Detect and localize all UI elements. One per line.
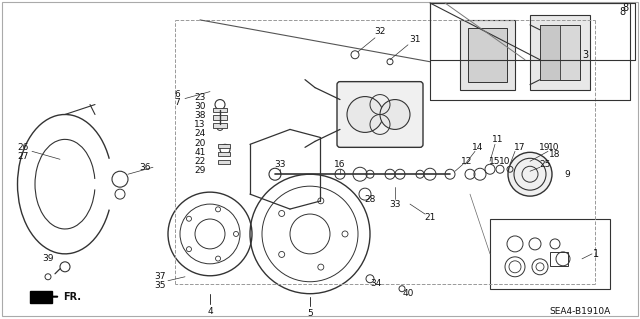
Text: 18: 18 bbox=[549, 150, 561, 159]
Bar bbox=[550, 252, 568, 266]
Text: 25: 25 bbox=[540, 160, 550, 169]
Bar bbox=[218, 152, 230, 156]
Text: 22: 22 bbox=[195, 157, 205, 166]
Text: 8: 8 bbox=[619, 7, 625, 17]
Text: 33: 33 bbox=[389, 200, 401, 209]
Text: 3: 3 bbox=[582, 50, 588, 60]
Text: 40: 40 bbox=[403, 289, 413, 298]
Text: 12: 12 bbox=[461, 157, 473, 166]
Text: 1: 1 bbox=[593, 249, 599, 259]
Text: 32: 32 bbox=[374, 27, 386, 36]
Text: 41: 41 bbox=[195, 148, 205, 157]
Bar bbox=[540, 25, 580, 80]
Text: 35: 35 bbox=[154, 281, 166, 290]
Text: 23: 23 bbox=[195, 93, 205, 102]
Bar bbox=[213, 115, 227, 121]
Text: 29: 29 bbox=[195, 166, 205, 175]
Text: 9: 9 bbox=[564, 170, 570, 179]
Text: 8: 8 bbox=[622, 3, 628, 13]
Bar bbox=[213, 108, 227, 113]
Bar bbox=[540, 25, 560, 80]
Text: 6: 6 bbox=[174, 90, 180, 99]
Text: 37: 37 bbox=[154, 272, 166, 281]
Text: 26: 26 bbox=[17, 143, 29, 152]
Text: 30: 30 bbox=[195, 102, 205, 111]
Text: 11: 11 bbox=[492, 135, 504, 144]
Text: 33: 33 bbox=[275, 160, 285, 169]
Text: 14: 14 bbox=[472, 143, 484, 152]
Text: 10: 10 bbox=[548, 143, 560, 152]
Bar bbox=[490, 219, 610, 289]
Text: 17: 17 bbox=[515, 143, 525, 152]
Circle shape bbox=[347, 97, 383, 132]
Bar bbox=[218, 145, 230, 148]
Text: 10: 10 bbox=[499, 157, 511, 166]
Bar bbox=[218, 160, 230, 164]
Text: 31: 31 bbox=[409, 35, 420, 44]
Text: 20: 20 bbox=[195, 139, 205, 148]
Bar bbox=[530, 15, 590, 90]
Bar bbox=[213, 123, 227, 129]
Text: 13: 13 bbox=[195, 120, 205, 129]
Text: FR.: FR. bbox=[63, 292, 81, 302]
Text: 27: 27 bbox=[17, 152, 29, 161]
Text: 4: 4 bbox=[207, 307, 213, 316]
Text: 5: 5 bbox=[307, 309, 313, 318]
Circle shape bbox=[380, 100, 410, 130]
Polygon shape bbox=[30, 291, 52, 303]
Circle shape bbox=[508, 152, 552, 196]
Text: 34: 34 bbox=[371, 279, 381, 288]
Bar bbox=[460, 20, 515, 90]
Text: 16: 16 bbox=[334, 160, 346, 169]
Text: 21: 21 bbox=[424, 212, 436, 221]
Text: 38: 38 bbox=[195, 111, 205, 120]
Text: 24: 24 bbox=[195, 129, 205, 138]
Text: 36: 36 bbox=[140, 163, 151, 172]
FancyBboxPatch shape bbox=[337, 82, 423, 147]
Text: 7: 7 bbox=[174, 98, 180, 107]
Text: 15: 15 bbox=[489, 157, 500, 166]
Text: 39: 39 bbox=[42, 254, 54, 263]
Text: 28: 28 bbox=[364, 195, 376, 204]
Text: SEA4-B1910A: SEA4-B1910A bbox=[549, 307, 611, 316]
Text: 19: 19 bbox=[540, 143, 551, 152]
Bar bbox=[468, 28, 507, 82]
